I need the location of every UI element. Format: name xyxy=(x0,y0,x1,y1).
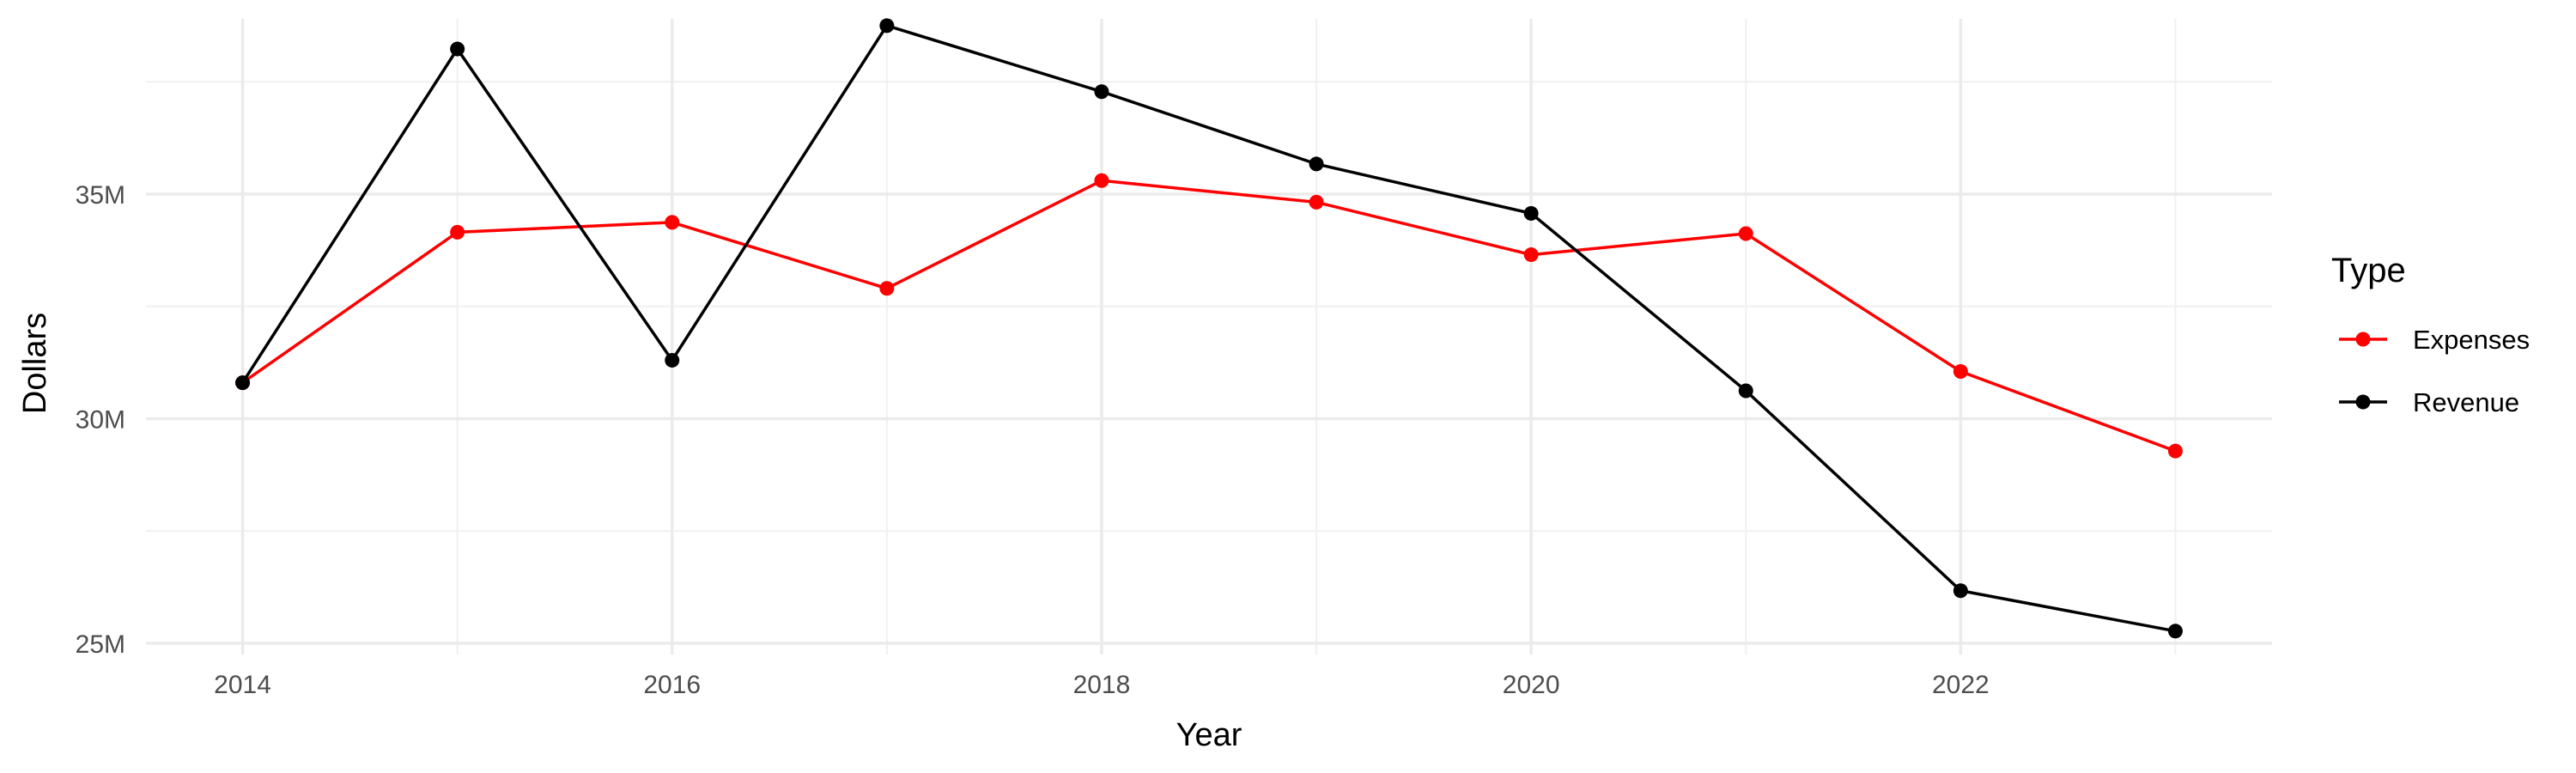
y-axis-tick-labels: 25M 30M 35M xyxy=(76,181,125,659)
legend-label-revenue: Revenue xyxy=(2413,387,2519,417)
legend-key-expenses-point xyxy=(2355,332,2371,347)
x-axis-title: Year xyxy=(1176,717,1242,753)
revenue-point xyxy=(1523,205,1539,221)
x-tick-label: 2020 xyxy=(1503,671,1560,699)
major-gridlines xyxy=(146,19,2272,654)
expenses-point xyxy=(2167,443,2183,459)
expenses-point xyxy=(1094,173,1109,188)
x-tick-label: 2018 xyxy=(1073,671,1131,699)
revenue-point xyxy=(879,18,895,33)
revenue-point xyxy=(1309,156,1324,172)
revenue-point xyxy=(1094,84,1109,100)
y-axis-title: Dollars xyxy=(17,313,53,414)
series-layer xyxy=(235,18,2183,639)
expenses-line xyxy=(241,179,2177,453)
legend-items: Expenses Revenue xyxy=(2339,325,2530,417)
legend: Type Expenses Revenue xyxy=(2331,252,2530,417)
revenue-line xyxy=(241,24,2176,633)
expenses-point xyxy=(1523,247,1539,263)
legend-title: Type xyxy=(2331,252,2406,289)
expenses-point xyxy=(1309,194,1324,210)
revenue-point xyxy=(450,41,465,57)
expenses-point xyxy=(450,224,465,240)
revenue-point xyxy=(665,352,680,368)
y-tick-label: 30M xyxy=(76,405,125,434)
expenses-point xyxy=(879,281,895,296)
expenses-point xyxy=(1738,226,1753,241)
expenses-point xyxy=(665,215,680,230)
revenue-point xyxy=(1738,383,1753,399)
y-tick-label: 35M xyxy=(76,181,125,210)
minor-gridlines xyxy=(146,19,2272,654)
revenue-point xyxy=(235,375,251,391)
y-tick-label: 25M xyxy=(76,630,125,659)
revenue-point xyxy=(2167,624,2183,639)
legend-key-revenue-point xyxy=(2355,394,2371,410)
legend-label-expenses: Expenses xyxy=(2413,325,2530,355)
x-tick-label: 2016 xyxy=(643,671,701,699)
x-tick-label: 2014 xyxy=(214,671,271,699)
expenses-point xyxy=(1953,364,1968,380)
x-axis-tick-labels: 2014 2016 2018 2020 2022 xyxy=(214,671,1990,699)
revenue-point xyxy=(1953,583,1968,599)
x-tick-label: 2022 xyxy=(1932,671,1990,699)
